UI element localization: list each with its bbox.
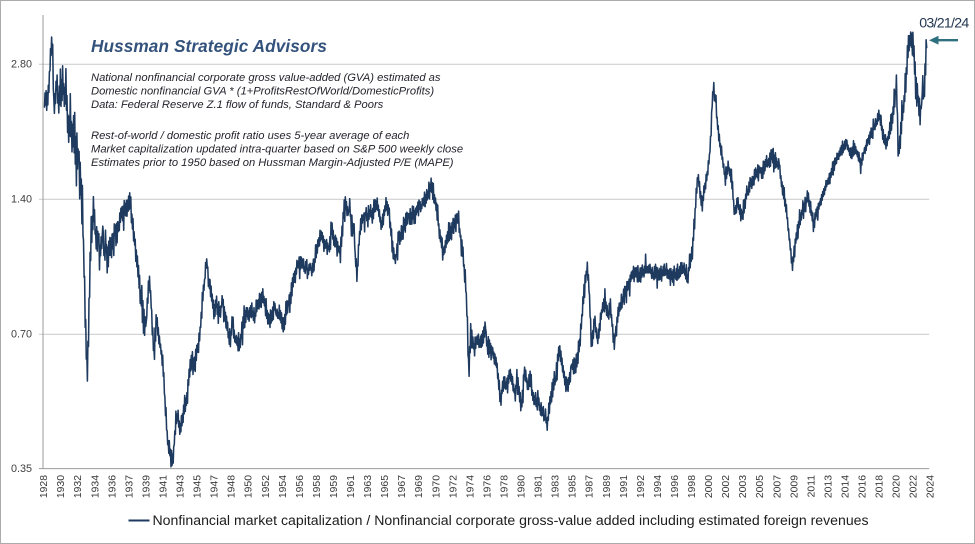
svg-text:1954: 1954 xyxy=(278,475,289,498)
svg-text:1932: 1932 xyxy=(73,475,84,498)
svg-text:1928: 1928 xyxy=(39,475,50,498)
svg-text:2014: 2014 xyxy=(840,475,851,498)
svg-text:0.70: 0.70 xyxy=(11,329,32,341)
svg-text:1987: 1987 xyxy=(585,475,596,498)
svg-text:1970: 1970 xyxy=(431,475,442,498)
svg-text:Hussman Strategic Advisors: Hussman Strategic Advisors xyxy=(91,36,327,56)
svg-text:1.40: 1.40 xyxy=(11,194,32,206)
svg-text:0.35: 0.35 xyxy=(11,463,32,475)
svg-text:Market capitalization updated: Market capitalization updated intra-quar… xyxy=(91,144,463,156)
svg-text:1967: 1967 xyxy=(397,475,408,498)
svg-text:2020: 2020 xyxy=(892,475,903,498)
svg-text:1943: 1943 xyxy=(176,475,187,498)
svg-text:2016: 2016 xyxy=(858,475,869,498)
svg-text:Nonfinancial market capitaliza: Nonfinancial market capitalization / Non… xyxy=(153,512,869,528)
svg-text:1958: 1958 xyxy=(312,475,323,498)
svg-text:1947: 1947 xyxy=(210,475,221,498)
svg-text:2003: 2003 xyxy=(738,475,749,498)
svg-text:1981: 1981 xyxy=(534,475,545,498)
svg-text:1969: 1969 xyxy=(414,475,425,498)
svg-text:Data: Federal Reserve Z.1 flow: Data: Federal Reserve Z.1 flow of funds,… xyxy=(91,99,384,111)
svg-text:1941: 1941 xyxy=(158,475,169,498)
svg-text:1934: 1934 xyxy=(90,475,101,498)
svg-text:1976: 1976 xyxy=(482,475,493,498)
svg-text:1959: 1959 xyxy=(329,475,340,498)
svg-text:1978: 1978 xyxy=(499,475,510,498)
svg-text:Rest-of-world / domestic profi: Rest-of-world / domestic profit ratio us… xyxy=(91,130,409,142)
svg-text:Estimates prior to 1950 based: Estimates prior to 1950 based on Hussman… xyxy=(91,157,454,169)
svg-text:1980: 1980 xyxy=(517,475,528,498)
svg-text:2002: 2002 xyxy=(721,475,732,498)
svg-text:2.80: 2.80 xyxy=(11,59,32,71)
svg-text:1991: 1991 xyxy=(619,475,630,498)
svg-text:1983: 1983 xyxy=(551,475,562,498)
svg-text:2024: 2024 xyxy=(926,475,937,498)
svg-text:1939: 1939 xyxy=(141,475,152,498)
svg-text:1945: 1945 xyxy=(193,475,204,498)
svg-text:National nonfinancial corporat: National nonfinancial corporate gross va… xyxy=(91,72,441,84)
svg-text:1961: 1961 xyxy=(346,475,357,498)
svg-text:1952: 1952 xyxy=(261,475,272,498)
svg-text:2011: 2011 xyxy=(806,475,817,498)
svg-text:2018: 2018 xyxy=(875,475,886,498)
svg-text:03/21/24: 03/21/24 xyxy=(919,16,969,32)
svg-text:1985: 1985 xyxy=(568,475,579,498)
svg-text:2000: 2000 xyxy=(704,475,715,498)
svg-text:2022: 2022 xyxy=(909,475,920,498)
svg-text:1963: 1963 xyxy=(363,475,374,498)
svg-text:1998: 1998 xyxy=(687,475,698,498)
svg-text:1948: 1948 xyxy=(227,475,238,498)
svg-text:1996: 1996 xyxy=(670,475,681,498)
svg-text:2009: 2009 xyxy=(789,475,800,498)
svg-text:1950: 1950 xyxy=(244,475,255,498)
svg-text:1972: 1972 xyxy=(448,475,459,498)
svg-text:1974: 1974 xyxy=(465,475,476,498)
svg-text:1989: 1989 xyxy=(602,475,613,498)
svg-text:1930: 1930 xyxy=(56,475,67,498)
svg-text:Domestic nonfinancial GVA * (1: Domestic nonfinancial GVA * (1+ProfitsRe… xyxy=(91,86,434,98)
svg-text:1956: 1956 xyxy=(295,475,306,498)
svg-text:1937: 1937 xyxy=(124,475,135,498)
svg-text:1992: 1992 xyxy=(636,475,647,498)
svg-text:1965: 1965 xyxy=(380,475,391,498)
svg-text:2005: 2005 xyxy=(755,475,766,498)
svg-text:1936: 1936 xyxy=(107,475,118,498)
svg-text:1994: 1994 xyxy=(653,475,664,498)
svg-text:2013: 2013 xyxy=(823,475,834,498)
svg-text:2007: 2007 xyxy=(772,475,783,498)
